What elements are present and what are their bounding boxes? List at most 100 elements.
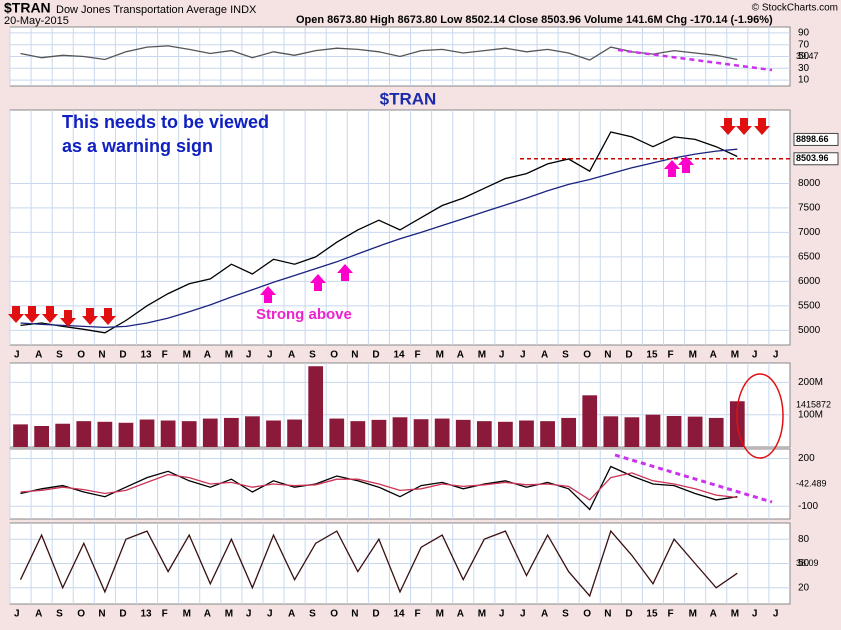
bar: [582, 395, 598, 447]
x-tick-label: S: [562, 350, 569, 361]
date: 20-May-2015: [4, 15, 69, 27]
annotation: Strong above: [256, 306, 352, 323]
x-tick-label: N: [98, 609, 105, 620]
x-tick-label: 15: [646, 350, 658, 361]
x-tick-label: 14: [393, 350, 405, 361]
x-tick-label: M: [183, 609, 191, 620]
x-tick-label: 14: [393, 609, 405, 620]
price-label-box: [793, 152, 839, 166]
x-tick-label: M: [689, 609, 697, 620]
bar: [498, 421, 513, 447]
x-tick-label: A: [457, 350, 464, 361]
x-tick-label: S: [309, 609, 316, 620]
bar: [687, 416, 703, 447]
x-tick-label: O: [583, 350, 591, 361]
x-tick-label: A: [35, 350, 42, 361]
series-line: [19, 529, 738, 598]
x-tick-label: J: [267, 609, 273, 620]
x-tick-label: J: [14, 609, 20, 620]
bar: [329, 418, 345, 447]
x-tick-label: D: [372, 350, 379, 361]
x-tick-label: D: [372, 609, 379, 620]
bar: [350, 421, 366, 447]
y-tick-label: -100: [798, 501, 818, 512]
x-tick-label: F: [415, 609, 421, 620]
bar: [413, 419, 429, 447]
x-tick-label: N: [351, 350, 358, 361]
x-tick-label: M: [436, 609, 444, 620]
x-tick-label: J: [520, 350, 526, 361]
x-tick-label: J: [773, 350, 779, 361]
series-line: [20, 131, 738, 334]
y-tick-label: 7500: [798, 203, 821, 214]
bar: [287, 419, 302, 447]
trend-line: [617, 48, 773, 72]
bar: [13, 424, 28, 447]
bar: [76, 421, 92, 447]
y-tick-label: 6500: [798, 252, 821, 263]
x-tick-label: F: [668, 609, 674, 620]
price-label: 8898.66: [796, 134, 829, 144]
side-label: 38.09: [796, 558, 819, 568]
x-tick-label: O: [583, 609, 591, 620]
y-tick-label: 90: [798, 28, 810, 39]
bar: [624, 417, 640, 447]
x-tick-label: O: [77, 350, 85, 361]
x-tick-label: S: [56, 350, 63, 361]
y-tick-label: 5500: [798, 300, 821, 311]
annotation: as a warning sign: [62, 136, 213, 156]
trend-line: [614, 453, 773, 504]
x-tick-label: J: [246, 350, 252, 361]
bar: [603, 416, 619, 447]
x-tick-label: 13: [140, 609, 152, 620]
x-tick-label: F: [162, 609, 168, 620]
x-tick-label: A: [204, 350, 211, 361]
y-tick-label: 6000: [798, 276, 821, 287]
x-tick-label: 15: [646, 609, 658, 620]
x-tick-label: J: [499, 609, 505, 620]
y-tick-label: 10: [798, 75, 810, 86]
red-arrows: [8, 118, 770, 327]
bar: [266, 420, 281, 447]
quote: Open 8673.80 High 8673.80 Low 8502.14 Cl…: [296, 14, 773, 26]
series-line: [20, 45, 738, 61]
y-tick-label: 70: [798, 39, 810, 50]
x-tick-label: O: [330, 609, 338, 620]
x-tick-label: N: [604, 609, 611, 620]
bar: [708, 417, 724, 447]
x-tick-label: J: [499, 350, 505, 361]
x-tick-label: A: [35, 609, 42, 620]
bar: [666, 415, 682, 447]
x-tick-label: S: [56, 609, 63, 620]
price-label-box: [793, 132, 839, 146]
y-tick-label: 5000: [798, 325, 821, 336]
x-tick-label: F: [668, 350, 674, 361]
x-tick-label: A: [288, 609, 295, 620]
side-label: 39.47: [796, 51, 819, 61]
x-tick-label: A: [288, 350, 295, 361]
bar: [371, 419, 387, 447]
series-line: [20, 465, 738, 511]
y-tick-label: 20: [798, 582, 810, 593]
bar: [34, 426, 49, 447]
bar: [455, 419, 471, 447]
x-tick-label: F: [415, 350, 421, 361]
bar: [139, 419, 155, 447]
x-tick-label: A: [204, 609, 211, 620]
y-tick-label: 30: [798, 63, 810, 74]
magenta-arrows: [260, 156, 694, 303]
bar: [160, 420, 176, 447]
x-tick-label: M: [689, 350, 697, 361]
credit: © StockCharts.com: [752, 3, 838, 14]
x-tick-label: 13: [140, 350, 152, 361]
series-line: [20, 472, 738, 501]
x-tick-label: O: [77, 609, 85, 620]
x-tick-label: A: [457, 609, 464, 620]
bar: [519, 420, 534, 447]
y-tick-label: 200: [798, 453, 815, 464]
panels: 103050709039.475000550060006500700075008…: [9, 26, 839, 620]
x-tick-label: M: [731, 350, 739, 361]
x-tick-label: J: [520, 609, 526, 620]
y-tick-label: 100M: [798, 409, 823, 420]
